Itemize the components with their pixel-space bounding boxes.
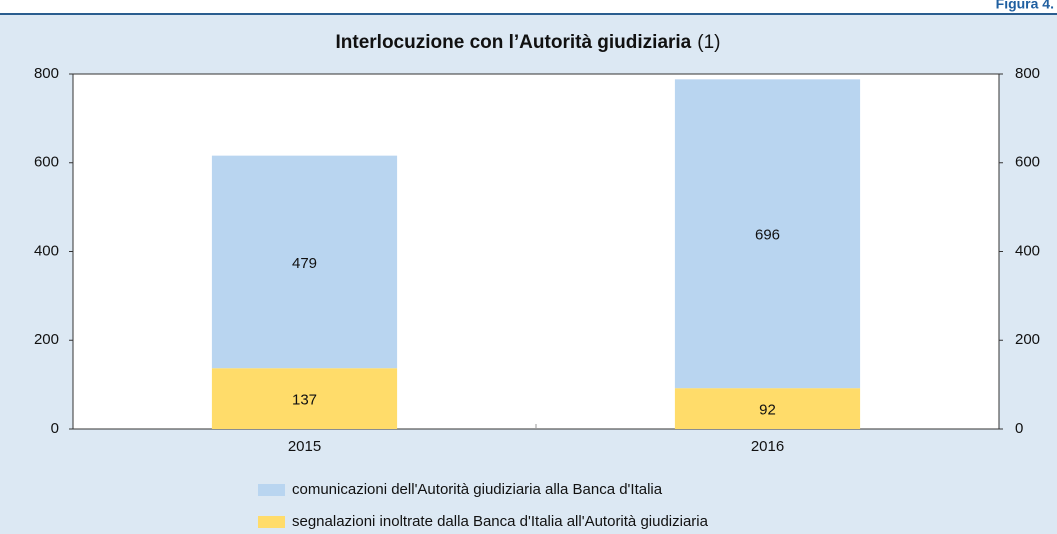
data-label: 137: [292, 392, 317, 409]
bar-segment: [211, 155, 398, 369]
y-tick-label: 600: [34, 154, 59, 171]
title-main: Interlocuzione con l’Autorità giudiziari…: [336, 32, 692, 53]
bar-segment: [674, 388, 861, 429]
x-tick-label: 2015: [288, 438, 321, 455]
legend-label: comunicazioni dell'Autorità giudiziaria …: [292, 481, 663, 498]
y2-tick-label: 800: [1015, 65, 1040, 82]
x-tick-label: 2016: [751, 438, 784, 455]
data-label: 696: [755, 227, 780, 244]
bar-segment: [674, 79, 861, 389]
figure-label: Figura 4.: [996, 0, 1054, 12]
y-tick-label: 200: [34, 331, 59, 348]
y-tick-label: 800: [34, 65, 59, 82]
y2-tick-label: 400: [1015, 242, 1040, 259]
y2-tick-label: 0: [1015, 420, 1023, 437]
title-note: (1): [697, 32, 720, 53]
y-tick-label: 400: [34, 242, 59, 259]
y2-tick-label: 200: [1015, 331, 1040, 348]
legend-swatch: [258, 516, 285, 528]
data-label: 479: [292, 255, 317, 272]
bar-segment: [211, 368, 398, 429]
y2-tick-label: 600: [1015, 154, 1040, 171]
legend-label: segnalazioni inoltrate dalla Banca d'Ita…: [292, 513, 709, 530]
y-tick-label: 0: [51, 420, 59, 437]
chart-title: Interlocuzione con l’Autorità giudiziari…: [336, 32, 721, 53]
data-label: 92: [759, 402, 776, 419]
legend-swatch: [258, 484, 285, 496]
